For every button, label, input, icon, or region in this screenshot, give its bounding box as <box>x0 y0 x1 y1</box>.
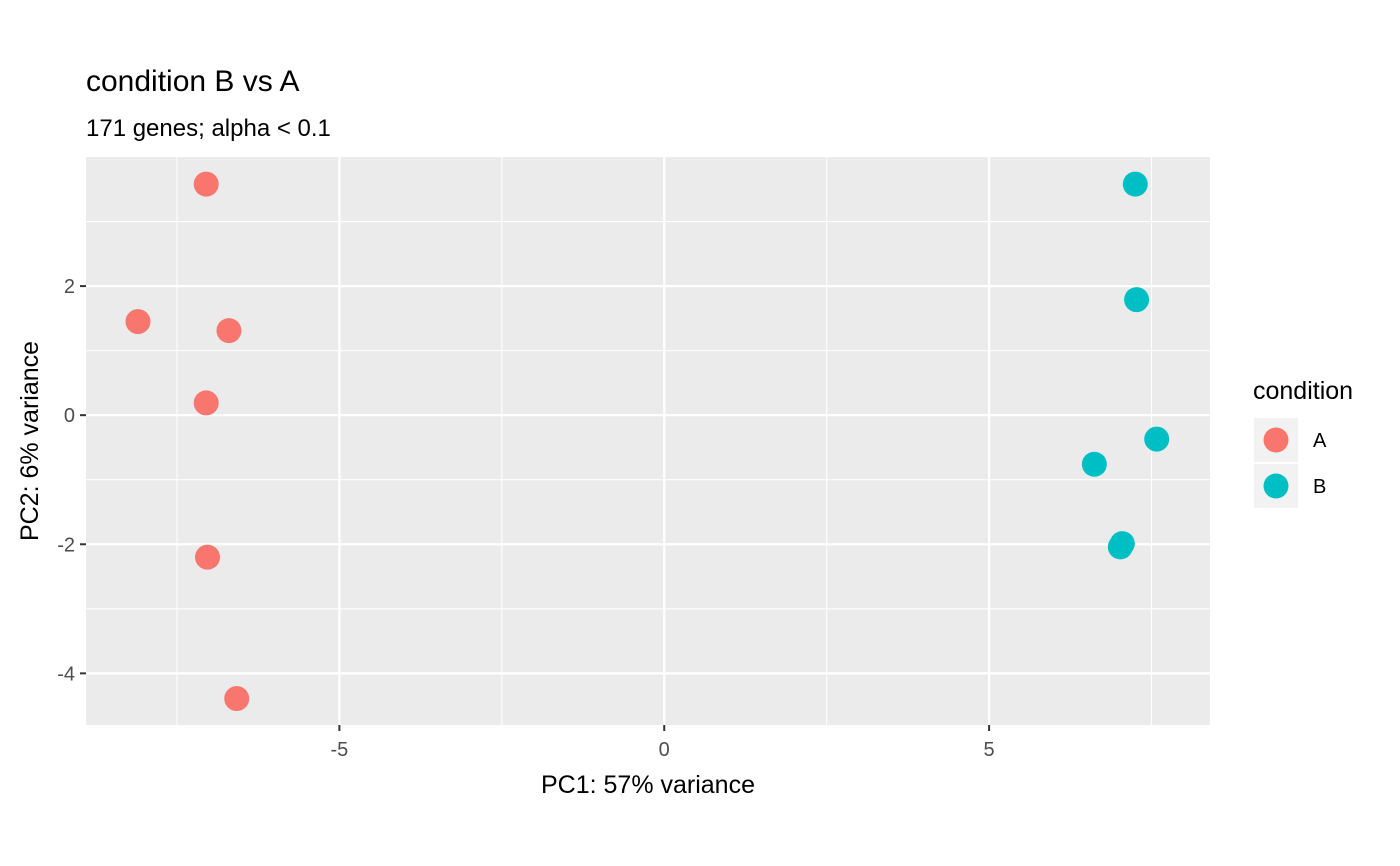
x-tick-label: 0 <box>659 739 670 761</box>
point-condition-a <box>224 686 250 712</box>
point-condition-a <box>194 544 220 570</box>
y-tick-label: 0 <box>64 405 75 427</box>
plot-panel <box>86 157 1210 725</box>
point-condition-b <box>1107 534 1133 560</box>
legend-label-a: A <box>1313 430 1327 452</box>
legend: condition AB <box>1253 377 1353 508</box>
point-condition-b <box>1081 451 1107 477</box>
point-condition-a <box>193 390 219 416</box>
legend-swatch-a <box>1263 427 1289 453</box>
chart-title: condition B vs A <box>86 65 299 98</box>
y-axis-title: PC2: 6% variance <box>16 341 44 541</box>
data-points <box>125 171 1170 712</box>
major-gridlines <box>86 157 1210 725</box>
minor-gridlines <box>86 157 1210 725</box>
x-axis-title: PC1: 57% variance <box>541 771 755 799</box>
legend-label-b: B <box>1313 476 1326 498</box>
y-tick-label: 2 <box>64 276 75 298</box>
x-tick-label: 5 <box>984 739 995 761</box>
x-tick-label: -5 <box>330 739 348 761</box>
y-tick-label: -2 <box>57 534 75 556</box>
point-condition-b <box>1122 171 1148 197</box>
point-condition-b <box>1144 426 1170 452</box>
point-condition-a <box>125 309 151 335</box>
panel-background <box>86 157 1210 725</box>
legend-title: condition <box>1253 377 1353 405</box>
legend-items: AB <box>1254 418 1327 508</box>
y-axis-ticks: -4 -2 0 2 <box>57 276 86 685</box>
chart-subtitle: 171 genes; alpha < 0.1 <box>86 115 331 142</box>
point-condition-b <box>1124 287 1150 313</box>
x-axis-ticks: -5 0 5 <box>330 725 995 761</box>
y-tick-label: -4 <box>57 663 75 685</box>
legend-swatch-b <box>1263 473 1289 499</box>
point-condition-a <box>216 318 242 344</box>
point-condition-a <box>193 171 219 197</box>
